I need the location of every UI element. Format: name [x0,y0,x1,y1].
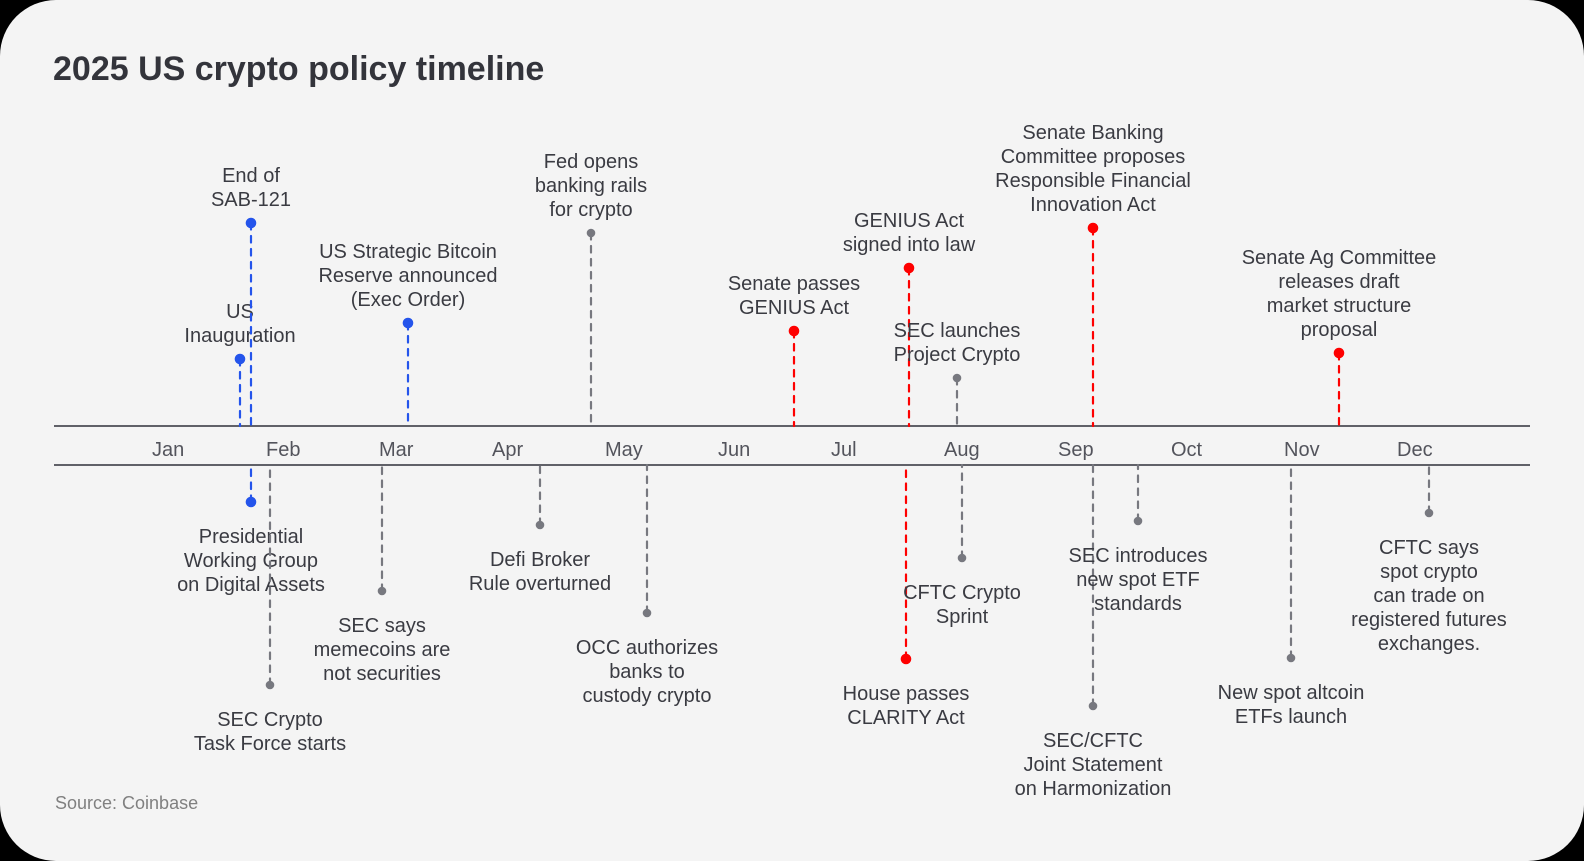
svg-text:House passes: House passes [843,683,970,705]
svg-text:OCC authorizes: OCC authorizes [576,637,718,659]
svg-text:Defi Broker: Defi Broker [490,549,590,571]
svg-text:SAB-121: SAB-121 [211,189,291,211]
svg-text:Reserve announced: Reserve announced [318,265,497,287]
svg-text:signed into law: signed into law [843,234,976,256]
svg-text:memecoins are: memecoins are [314,639,451,661]
svg-text:Nov: Nov [1284,439,1320,461]
svg-text:Feb: Feb [266,439,300,461]
svg-text:Joint Statement: Joint Statement [1024,754,1163,776]
svg-text:SEC says: SEC says [338,615,426,637]
svg-text:Jul: Jul [831,439,857,461]
svg-text:releases draft: releases draft [1278,271,1400,293]
svg-text:Presidential: Presidential [199,526,304,548]
svg-text:Working Group: Working Group [184,550,318,572]
svg-text:Apr: Apr [492,439,523,461]
svg-text:CFTC says: CFTC says [1379,537,1479,559]
svg-text:Committee proposes: Committee proposes [1001,146,1186,168]
svg-text:SEC Crypto: SEC Crypto [217,709,323,731]
svg-text:CFTC Crypto: CFTC Crypto [903,582,1021,604]
svg-text:Mar: Mar [379,439,414,461]
svg-text:May: May [605,439,643,461]
svg-text:GENIUS Act: GENIUS Act [854,210,964,232]
svg-text:Task Force starts: Task Force starts [194,733,346,755]
svg-text:Sep: Sep [1058,439,1094,461]
svg-text:Rule overturned: Rule overturned [469,573,611,595]
svg-text:Sprint: Sprint [936,606,989,628]
svg-text:Senate passes: Senate passes [728,273,860,295]
svg-text:Responsible Financial: Responsible Financial [995,170,1191,192]
svg-text:Innovation Act: Innovation Act [1030,194,1156,216]
svg-text:GENIUS Act: GENIUS Act [739,297,849,319]
svg-text:on Digital Assets: on Digital Assets [177,574,325,596]
svg-text:Aug: Aug [944,439,980,461]
svg-text:new spot ETF: new spot ETF [1076,569,1199,591]
svg-text:banks to: banks to [609,661,685,683]
svg-text:Jan: Jan [152,439,184,461]
svg-text:End of: End of [222,165,280,187]
svg-text:custody crypto: custody crypto [583,685,712,707]
svg-text:Senate Banking: Senate Banking [1022,122,1163,144]
svg-text:for crypto: for crypto [549,199,632,221]
svg-text:Senate Ag Committee: Senate Ag Committee [1242,247,1437,269]
svg-text:US Strategic Bitcoin: US Strategic Bitcoin [319,241,497,263]
svg-text:New spot altcoin: New spot altcoin [1218,682,1365,704]
svg-text:Dec: Dec [1397,439,1433,461]
svg-text:Project Crypto: Project Crypto [894,344,1021,366]
svg-text:Fed opens: Fed opens [544,151,639,173]
svg-text:Inauguration: Inauguration [184,325,295,347]
svg-text:Jun: Jun [718,439,750,461]
svg-text:exchanges.: exchanges. [1378,633,1480,655]
svg-text:Oct: Oct [1171,439,1203,461]
svg-text:US: US [226,301,254,323]
svg-text:proposal: proposal [1301,319,1378,341]
svg-text:not securities: not securities [323,663,441,685]
svg-text:market structure: market structure [1267,295,1411,317]
svg-text:can trade on: can trade on [1373,585,1484,607]
svg-text:CLARITY Act: CLARITY Act [847,707,965,729]
svg-text:standards: standards [1094,593,1182,615]
svg-text:spot crypto: spot crypto [1380,561,1478,583]
svg-text:ETFs launch: ETFs launch [1235,706,1347,728]
svg-text:(Exec Order): (Exec Order) [351,289,465,311]
svg-text:SEC introduces: SEC introduces [1069,545,1208,567]
svg-text:SEC launches: SEC launches [894,320,1021,342]
svg-text:banking rails: banking rails [535,175,647,197]
svg-text:SEC/CFTC: SEC/CFTC [1043,730,1143,752]
svg-text:registered futures: registered futures [1351,609,1507,631]
svg-text:on Harmonization: on Harmonization [1015,778,1172,800]
